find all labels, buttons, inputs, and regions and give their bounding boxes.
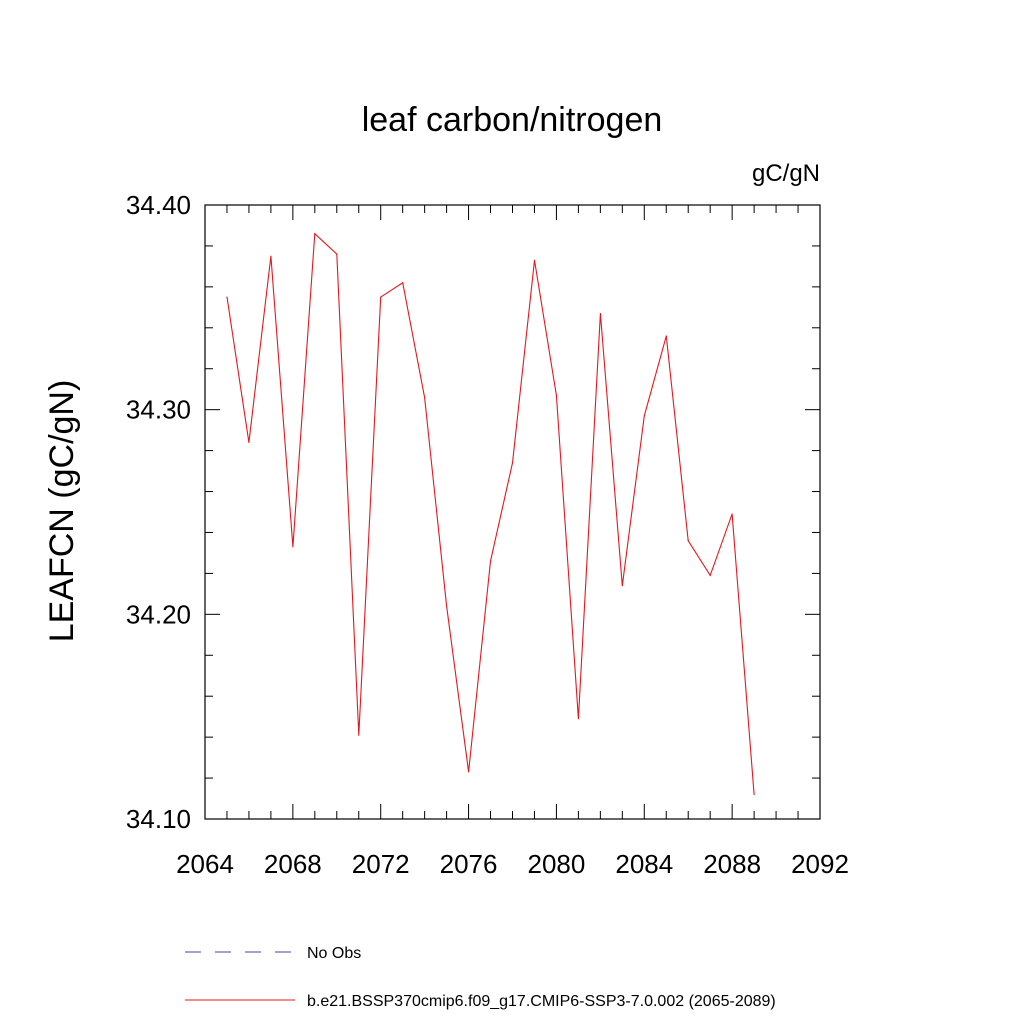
data-point bbox=[226, 296, 228, 298]
data-point bbox=[621, 585, 623, 587]
x-tick-label: 2068 bbox=[264, 849, 322, 879]
series-line bbox=[226, 232, 755, 795]
legend: No Obs b.e21.BSSP370cmip6.f09_g17.CMIP6-S… bbox=[185, 945, 776, 1010]
x-tick-label: 2076 bbox=[440, 849, 498, 879]
y-tick-label: 34.40 bbox=[126, 190, 191, 220]
data-point bbox=[709, 574, 711, 577]
data-point bbox=[511, 462, 514, 464]
data-point bbox=[489, 560, 492, 562]
data-point bbox=[687, 540, 689, 542]
data-point bbox=[533, 259, 536, 261]
data-point bbox=[753, 793, 755, 796]
data-point bbox=[424, 396, 426, 398]
x-tick-label: 2088 bbox=[703, 849, 761, 879]
x-tick-label: 2084 bbox=[615, 849, 673, 879]
data-point bbox=[248, 441, 250, 444]
legend-label: No Obs bbox=[307, 945, 361, 962]
data-point bbox=[292, 546, 294, 548]
data-point bbox=[555, 394, 558, 396]
data-point bbox=[358, 734, 360, 736]
series-layer bbox=[226, 232, 755, 796]
axis-ticks: 2064 2068 2072 2076 2080 2084 2088 2092 34.10 34.… bbox=[126, 190, 849, 879]
y-tick-label: 34.30 bbox=[126, 395, 191, 425]
plot-frame bbox=[204, 204, 821, 820]
x-tick-label: 2064 bbox=[176, 849, 234, 879]
x-tick-label: 2092 bbox=[791, 849, 849, 879]
data-point bbox=[402, 282, 404, 284]
data-point bbox=[314, 233, 316, 235]
x-tick-label: 2080 bbox=[528, 849, 586, 879]
data-point bbox=[336, 253, 338, 255]
data-point bbox=[599, 312, 601, 315]
chart-title: leaf carbon/nitrogen bbox=[362, 101, 663, 139]
y-tick-label: 34.20 bbox=[126, 599, 191, 629]
data-point bbox=[467, 771, 470, 773]
legend-label: b.e21.BSSP370cmip6.f09_g17.CMIP6-SSP3-7.… bbox=[307, 993, 776, 1010]
data-point bbox=[731, 513, 733, 515]
data-point bbox=[577, 718, 579, 720]
data-point bbox=[380, 296, 382, 298]
data-point bbox=[665, 335, 667, 337]
data-point bbox=[446, 605, 448, 607]
y-axis-label: LEAFCN (gC/gN) bbox=[43, 380, 81, 643]
data-point bbox=[643, 415, 645, 417]
units-label: gC/gN bbox=[752, 160, 820, 187]
x-tick-label: 2072 bbox=[352, 849, 410, 879]
data-point bbox=[270, 255, 272, 257]
y-tick-label: 34.10 bbox=[126, 804, 191, 834]
